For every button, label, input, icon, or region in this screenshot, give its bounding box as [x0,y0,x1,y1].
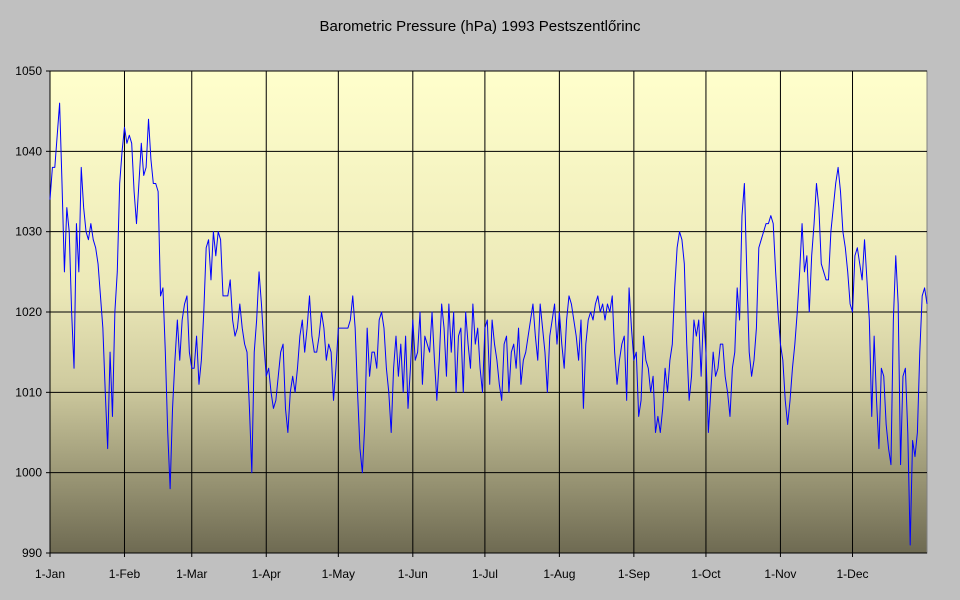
pressure-series-line [49,102,928,546]
chart-title: Barometric Pressure (hPa) 1993 Pestszent… [320,18,641,35]
y-tick-label: 1050 [15,64,42,78]
x-tick-label: 1-Jul [472,567,498,581]
x-tick-label: 1-Nov [764,567,796,581]
x-tick-label: 1-Jan [35,567,65,581]
x-tick-label: 1-Dec [837,567,869,581]
y-tick-label: 1000 [15,466,42,480]
x-tick-label: 1-Aug [543,567,575,581]
x-tick-label: 1-May [322,567,355,581]
y-tick-label: 1020 [15,305,42,319]
y-tick-label: 1030 [15,225,42,239]
y-axis-tick-labels: 990 1000 1010 1020 1030 1040 1050 [15,64,42,560]
y-tick-label: 990 [22,546,42,560]
y-tick-label: 1010 [15,385,42,399]
y-tick-label: 1040 [15,144,42,158]
x-tick-label: 1-Apr [252,567,281,581]
x-tick-label: 1-Oct [691,567,721,581]
series-layer [49,102,928,546]
x-axis-tick-labels: 1-Jan 1-Feb 1-Mar 1-Apr 1-May 1-Jun 1-Jul 1-Aug… [35,567,869,581]
x-tick-label: 1-Feb [109,567,141,581]
x-tick-label: 1-Mar [176,567,207,581]
gridlines [46,70,927,557]
x-tick-label: 1-Sep [618,567,650,581]
x-tick-label: 1-Jun [398,567,428,581]
